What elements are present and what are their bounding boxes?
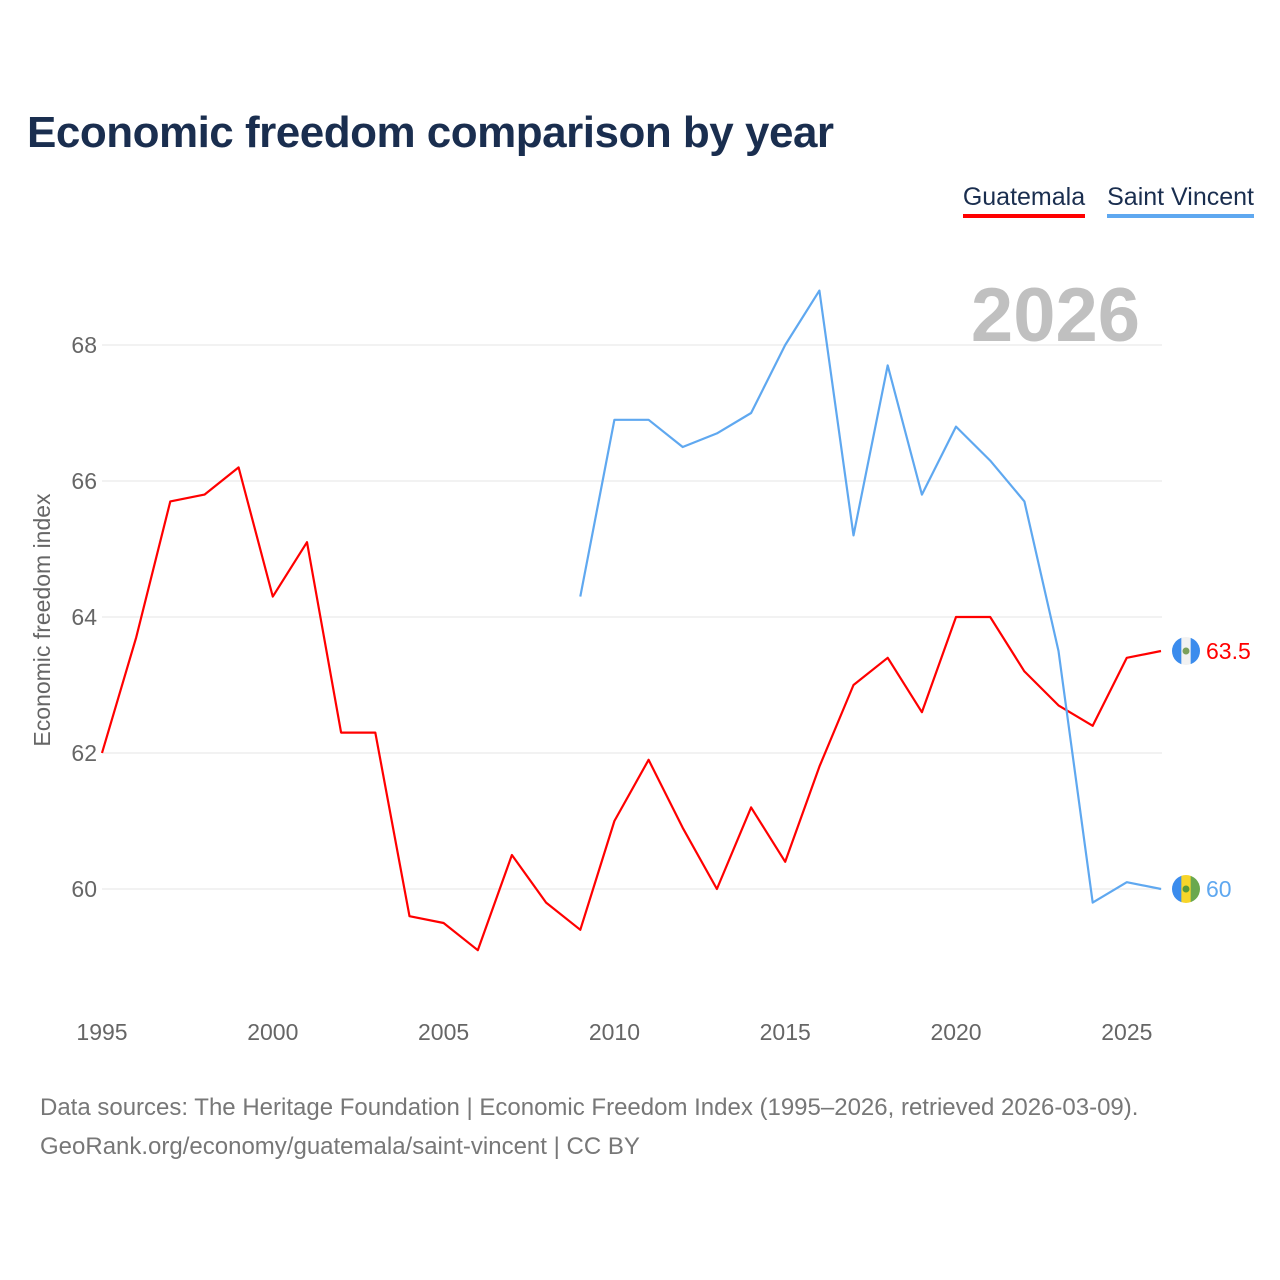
legend: Guatemala Saint Vincent	[962, 183, 1254, 218]
series-line-saint-vincent	[579, 289, 1162, 904]
y-tick-label: 64	[71, 604, 97, 630]
year-watermark: 2026	[971, 273, 1140, 358]
x-tick-label: 2005	[418, 1019, 469, 1045]
end-value-label: 60	[1206, 876, 1232, 902]
guatemala-flag-icon	[1172, 637, 1200, 665]
series-line-guatemala	[100, 466, 1162, 952]
y-tick-label: 62	[71, 740, 97, 766]
chart-title: Economic freedom comparison by year	[27, 108, 834, 157]
x-tick-label: 2000	[247, 1019, 298, 1045]
x-tick-label: 2010	[589, 1019, 640, 1045]
y-axis-label: Economic freedom index	[29, 493, 55, 747]
y-tick-label: 68	[71, 332, 97, 358]
legend-item-saint-vincent[interactable]: Saint Vincent	[1107, 183, 1254, 218]
source-line-2[interactable]: GeoRank.org/economy/guatemala/saint-vinc…	[40, 1133, 640, 1160]
y-tick-label: 66	[71, 468, 97, 494]
y-tick-label: 60	[71, 876, 97, 902]
saint-vincent-flag-icon	[1172, 875, 1200, 903]
legend-item-guatemala[interactable]: Guatemala	[962, 183, 1086, 218]
x-tick-label: 1995	[76, 1019, 127, 1045]
x-tick-label: 2020	[930, 1019, 981, 1045]
end-value-label: 63.5	[1206, 638, 1251, 664]
x-tick-label: 2025	[1101, 1019, 1152, 1045]
x-tick-label: 2015	[760, 1019, 811, 1045]
source-note: Data sources: The Heritage Foundation | …	[40, 1088, 1138, 1166]
source-line-1: Data sources: The Heritage Foundation | …	[40, 1094, 1139, 1121]
